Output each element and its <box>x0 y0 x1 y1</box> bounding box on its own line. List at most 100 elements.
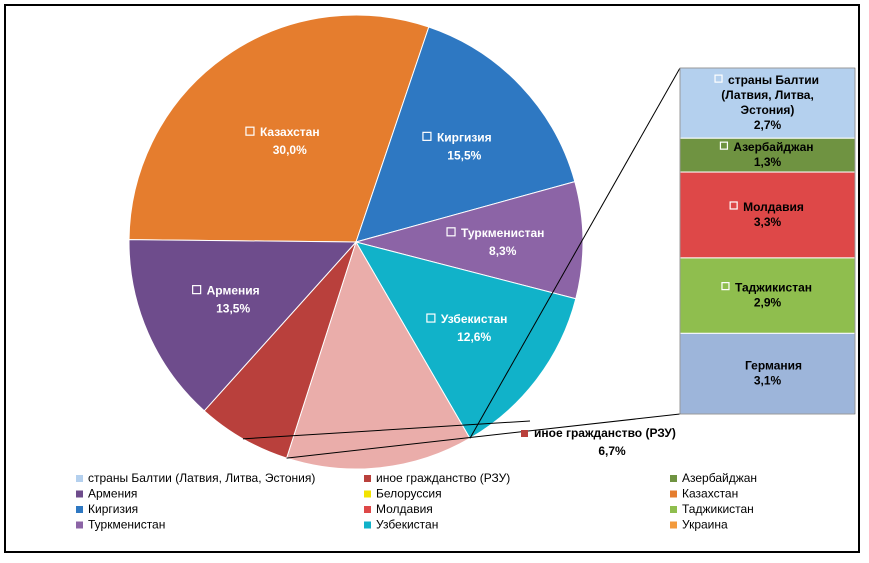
data-label-name: Киргизия <box>437 130 492 144</box>
pie-slice-казахстан <box>128 14 430 243</box>
data-label-name: Армения <box>207 284 260 298</box>
data-label-value: 30,0% <box>273 143 307 157</box>
data-label-value: 6,7% <box>598 444 626 458</box>
legend-item-киргизия: Киргизия <box>76 502 138 516</box>
legend-item-белоруссия: Белоруссия <box>364 487 442 501</box>
pie <box>128 14 584 470</box>
legend-item-молдавия: Молдавия <box>364 502 433 516</box>
breakout-label-name: страны Балтии <box>728 73 819 87</box>
leader-line <box>242 420 531 440</box>
legend-key-icon <box>245 126 255 136</box>
legend-item-туркменистан: Туркменистан <box>76 518 165 532</box>
connector-lines <box>286 67 681 459</box>
legend-label: Казахстан <box>682 487 738 501</box>
breakout-bar-segment <box>679 67 856 139</box>
data-label-value: 13,5% <box>216 302 250 316</box>
legend-item-иное-гражданство-рзу: иное гражданство (РЗУ) <box>364 471 510 485</box>
legend-label: иное гражданство (РЗУ) <box>376 471 510 485</box>
legend-label: Азербайджан <box>682 471 757 485</box>
legend-key-icon <box>521 430 528 437</box>
breakout-label-value: 2,9% <box>754 296 782 310</box>
breakout-segment-страны-балтии-латвия-литва-эстония: страны Балтии(Латвия, Литва,Эстония)2,7% <box>679 67 856 139</box>
legend-key-icon <box>422 131 432 141</box>
breakout-label-name: Азербайджан <box>733 140 813 154</box>
legend-key-icon <box>714 74 723 83</box>
legend-swatch <box>76 490 83 498</box>
legend-key-icon <box>729 201 738 210</box>
legend-swatch <box>364 521 371 529</box>
legend-label: Украина <box>682 518 728 532</box>
legend-label: Узбекистан <box>376 518 438 532</box>
legend-key-icon <box>426 313 436 323</box>
data-label-туркменистан: Туркменистан 8,3% <box>446 226 544 258</box>
legend-swatch <box>670 521 677 529</box>
legend-label: Таджикистан <box>682 502 754 516</box>
legend-item-азербайджан: Азербайджан <box>670 471 757 485</box>
pie-labels: Казахстан 30,0% Киргизия 15,5% Туркменистан 8… <box>192 125 676 458</box>
chart-frame: страны Балтии (Латвия, Литва, Эстония) 2,7%… <box>4 4 860 553</box>
pie-slice-киргизия <box>355 26 576 243</box>
legend-item-страны-балтии-латвия-литва-эстония: страны Балтии (Латвия, Литва, Эстония) <box>76 471 315 485</box>
pie-slice-туркменистан <box>354 180 584 300</box>
legend-item-казахстан: Казахстан <box>670 487 738 501</box>
legend-swatch <box>364 475 371 482</box>
legend-item-украина: Украина <box>670 518 728 532</box>
data-label-value: 12,6% <box>457 330 491 344</box>
breakout-bar-segment <box>679 171 856 259</box>
legend-swatch <box>76 475 83 482</box>
data-label-name: Туркменистан <box>461 226 544 240</box>
breakout-label-name: (Латвия, Литва, <box>721 88 814 102</box>
breakout-bar: страны Балтии(Латвия, Литва,Эстония)2,7%… <box>679 67 856 415</box>
data-label-казахстан: Казахстан 30,0% <box>245 125 320 157</box>
legend-item-армения: Армения <box>76 487 137 501</box>
breakout-label-name: Эстония) <box>741 103 795 117</box>
legend-label: страны Балтии (Латвия, Литва, Эстония) <box>88 471 315 485</box>
data-label-узбекистан: Узбекистан 12,6% <box>426 312 507 344</box>
legend-item-узбекистан: Узбекистан <box>364 518 438 532</box>
breakout-label-value: 3,1% <box>754 374 782 388</box>
data-label-name: Узбекистан <box>441 312 507 326</box>
legend-key-icon <box>719 141 729 150</box>
legend-key-icon <box>721 282 730 291</box>
legend-swatch <box>670 490 677 498</box>
legend-swatch <box>364 490 371 498</box>
legend-swatch <box>364 506 371 513</box>
pie-slice-армения <box>128 239 358 412</box>
pie-of-pie-chart: страны Балтии(Латвия, Литва,Эстония)2,7%… <box>76 14 856 532</box>
breakout-bar-segment <box>679 332 856 415</box>
pie-slice-прочие <box>285 240 471 470</box>
legend: страны Балтии (Латвия, Литва, Эстония) ин… <box>76 471 757 532</box>
legend-label: Киргизия <box>88 502 138 516</box>
data-label-армения: Армения 13,5% <box>192 284 260 316</box>
legend-swatch <box>76 506 83 513</box>
legend-label: Армения <box>88 487 137 501</box>
legend-label: Туркменистан <box>88 518 165 532</box>
breakout-label-name: Таджикистан <box>735 281 812 295</box>
legend-item-таджикистан: Таджикистан <box>670 502 754 516</box>
data-label-name: иное гражданство (РЗУ) <box>534 426 676 440</box>
pie-slice-узбекистан <box>354 241 577 440</box>
legend-key-icon <box>446 227 456 237</box>
data-label-name: Казахстан <box>260 125 320 139</box>
data-label-киргизия: Киргизия 15,5% <box>422 130 492 162</box>
breakout-bar-border <box>679 67 856 415</box>
legend-label: Белоруссия <box>376 487 442 501</box>
legend-key-icon <box>192 285 202 295</box>
data-label-value: 8,3% <box>489 244 517 258</box>
legend-swatch <box>670 475 677 482</box>
breakout-label-name: Германия <box>745 359 802 373</box>
legend-swatch <box>670 506 677 513</box>
breakout-label-name: Молдавия <box>743 200 804 214</box>
legend-label: Молдавия <box>376 502 433 516</box>
connector-line-top <box>469 67 681 439</box>
connector-line-bottom <box>286 413 681 459</box>
breakout-label-value: 2,7% <box>754 118 782 132</box>
breakout-label-value: 3,3% <box>754 215 782 229</box>
data-label-value: 15,5% <box>447 148 481 162</box>
breakout-label-value: 1,3% <box>754 155 782 169</box>
legend-swatch <box>76 521 83 529</box>
